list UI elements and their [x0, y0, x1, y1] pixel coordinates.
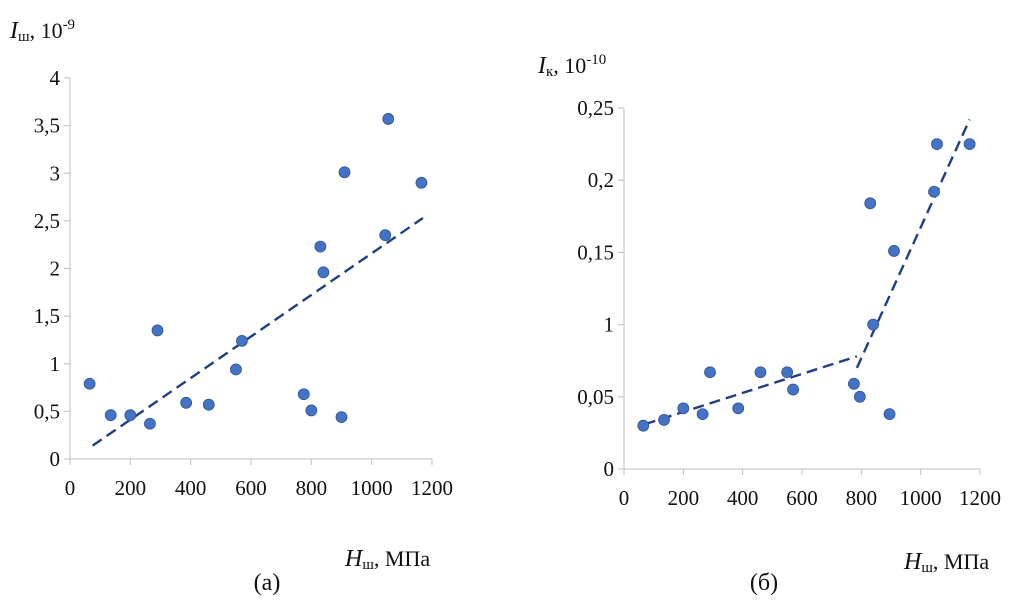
- y-tick-label: 2: [50, 257, 61, 281]
- data-point: [696, 408, 709, 421]
- y-tick-label: 3,5: [34, 114, 60, 138]
- trend-line: [644, 355, 858, 426]
- x-tick-label: 200: [668, 486, 700, 510]
- data-point: [888, 245, 900, 257]
- data-point: [677, 402, 690, 415]
- x-label-symbol: H: [344, 546, 364, 572]
- y-label-subscript: ш: [18, 29, 30, 45]
- data-point: [180, 396, 193, 409]
- x-tick-label: 1000: [351, 476, 393, 500]
- data-point: [151, 324, 164, 337]
- x-axis-label: Hш, МПа: [344, 546, 430, 573]
- x-tick-label: 1200: [411, 476, 453, 500]
- trend-line: [91, 217, 424, 447]
- y-label-exponent: -9: [63, 17, 76, 33]
- y-label-multiplier: , 10: [30, 18, 63, 43]
- x-tick-label: 800: [296, 476, 328, 500]
- data-point: [704, 366, 716, 379]
- y-label-subscript: к: [546, 64, 554, 80]
- data-point: [658, 414, 670, 426]
- y-label-exponent: -10: [586, 52, 606, 68]
- data-point: [867, 318, 880, 331]
- data-point: [848, 377, 860, 390]
- data-point: [236, 334, 248, 347]
- data-point: [781, 366, 794, 379]
- data-point: [317, 266, 330, 279]
- data-point: [637, 419, 650, 432]
- y-tick-label: 0: [604, 457, 615, 481]
- y-tick-label: 0,05: [577, 385, 614, 409]
- y-tick-label: 0,25: [577, 96, 614, 120]
- x-label-subscript: ш: [921, 560, 933, 576]
- x-tick-label: 0: [65, 476, 76, 500]
- x-tick-label: 400: [727, 486, 759, 510]
- data-point: [415, 176, 428, 189]
- chart-a: 0 0,5 1 1,5 2 2,5 3 3,5 4 0 200 400 600 800 1000 1200 Iш…: [9, 17, 453, 596]
- x-tick-label: 600: [786, 486, 818, 510]
- x-axis-label: Hш, МПа: [903, 549, 989, 576]
- data-point: [104, 409, 117, 422]
- chart-caption: (а): [254, 570, 281, 596]
- data-point: [928, 185, 940, 198]
- y-tick-label: 0,5: [34, 399, 60, 423]
- x-tick-label: 1200: [959, 486, 1001, 510]
- data-point: [931, 138, 943, 151]
- data-point: [338, 166, 351, 179]
- y-tick-label: 0,15: [577, 240, 614, 264]
- y-label-symbol: I: [9, 18, 19, 44]
- data-point: [883, 408, 896, 421]
- y-tick-label: 1: [50, 352, 61, 376]
- data-point: [754, 366, 767, 379]
- data-point: [314, 240, 327, 253]
- data-point: [379, 229, 392, 242]
- x-tick-label: 200: [115, 476, 147, 500]
- x-tick-label: 0: [619, 486, 630, 510]
- trend-line: [855, 119, 971, 369]
- data-point: [853, 390, 866, 403]
- y-tick-label: 0,2: [588, 168, 614, 192]
- x-label-symbol: H: [903, 549, 923, 575]
- y-tick-label: 4: [50, 66, 61, 90]
- x-label-subscript: ш: [362, 557, 374, 573]
- y-axis-label: Iш, 10-9: [9, 17, 75, 45]
- x-tick-label: 800: [846, 486, 878, 510]
- y-tick-label: 2,5: [34, 209, 60, 233]
- data-point: [305, 404, 318, 417]
- data-point: [83, 377, 96, 390]
- chart-caption: (б): [750, 570, 778, 596]
- y-tick-label: 1,5: [34, 304, 60, 328]
- data-point: [124, 409, 137, 422]
- y-tick-label: 0: [50, 447, 61, 471]
- y-axis-label: Iк, 10-10: [537, 52, 606, 80]
- data-point: [963, 138, 976, 151]
- x-tick-label: 400: [175, 476, 207, 500]
- data-point: [144, 417, 156, 430]
- data-point: [382, 113, 395, 125]
- data-point: [864, 197, 877, 210]
- y-tick-label: 3: [50, 161, 61, 185]
- x-label-unit: , МПа: [933, 549, 989, 574]
- x-label-unit: , МПа: [374, 546, 430, 571]
- y-tick-label: 1: [604, 313, 615, 337]
- x-tick-label: 1000: [900, 486, 942, 510]
- chart-b: 0 0,05 1 0,15 0,2 0,25 0 200 400 600 800 1000 1200 Iк…: [537, 52, 1001, 596]
- data-point: [732, 402, 745, 415]
- y-label-multiplier: , 10: [553, 53, 586, 78]
- data-point: [202, 398, 215, 411]
- data-point: [335, 411, 348, 423]
- data-point: [297, 388, 310, 401]
- data-point: [230, 363, 242, 376]
- data-point: [787, 383, 799, 396]
- x-tick-label: 600: [235, 476, 267, 500]
- y-label-symbol: I: [537, 53, 547, 79]
